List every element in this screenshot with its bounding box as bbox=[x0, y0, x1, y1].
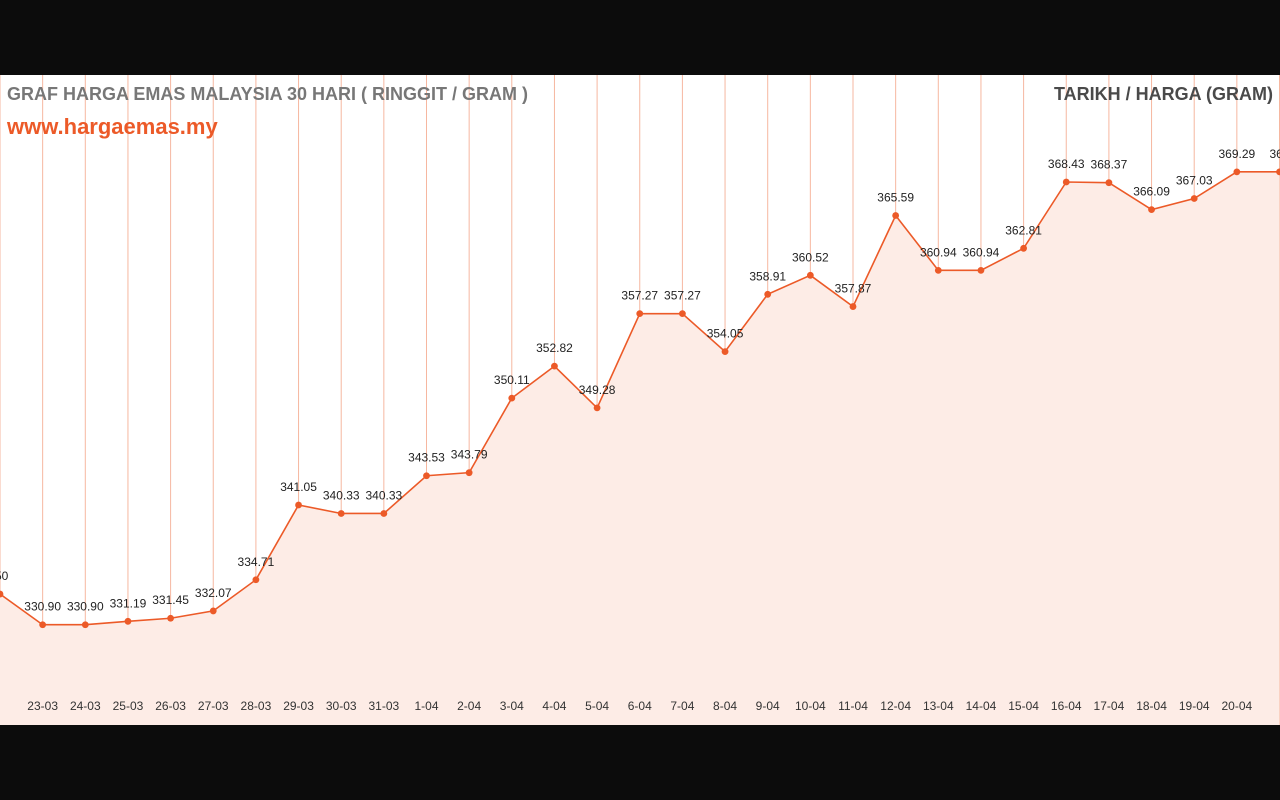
data-point-21-04 bbox=[1276, 168, 1280, 176]
x-tick-label-13-04: 13-04 bbox=[923, 699, 954, 713]
data-label-11-04: 357.87 bbox=[835, 282, 872, 296]
data-label-23-03: 330.90 bbox=[24, 600, 61, 614]
x-tick-label-20-04: 20-04 bbox=[1221, 699, 1252, 713]
data-label-4-04: 352.82 bbox=[536, 341, 573, 355]
data-label-30-03: 340.33 bbox=[323, 488, 360, 502]
x-tick-label-26-03: 26-03 bbox=[155, 699, 186, 713]
data-point-22-03 bbox=[0, 590, 4, 598]
x-tick-label-25-03: 25-03 bbox=[113, 699, 144, 713]
data-label-21-04: 369 bbox=[1269, 147, 1280, 161]
data-label-8-04: 354.05 bbox=[707, 327, 744, 341]
data-label-6-04: 357.27 bbox=[621, 289, 658, 303]
data-point-18-04 bbox=[1148, 206, 1155, 214]
website-link[interactable]: www.hargaemas.my bbox=[7, 114, 218, 139]
x-tick-label-3-04: 3-04 bbox=[500, 699, 524, 713]
x-tick-label-23-03: 23-03 bbox=[27, 699, 58, 713]
chart-legend: TARIKH / HARGA (GRAM) bbox=[1054, 84, 1273, 104]
x-tick-label-17-04: 17-04 bbox=[1094, 699, 1125, 713]
data-label-20-04: 369.29 bbox=[1218, 147, 1255, 161]
x-tick-label-12-04: 12-04 bbox=[880, 699, 911, 713]
data-point-5-04 bbox=[593, 404, 601, 412]
data-point-25-03 bbox=[124, 617, 132, 625]
data-point-6-04 bbox=[636, 310, 644, 318]
data-point-23-03 bbox=[39, 621, 47, 629]
x-tick-label-9-04: 9-04 bbox=[756, 699, 780, 713]
x-tick-label-5-04: 5-04 bbox=[585, 699, 609, 713]
chart-title: GRAF HARGA EMAS MALAYSIA 30 HARI ( RINGG… bbox=[7, 84, 529, 104]
data-point-12-04 bbox=[892, 212, 900, 219]
data-point-24-03 bbox=[81, 621, 89, 629]
x-tick-label-28-03: 28-03 bbox=[241, 699, 272, 713]
data-point-30-03 bbox=[337, 510, 345, 517]
x-tick-label-24-03: 24-03 bbox=[70, 699, 101, 713]
data-point-16-04 bbox=[1062, 178, 1070, 186]
x-tick-label-7-04: 7-04 bbox=[670, 699, 694, 713]
data-label-19-04: 367.03 bbox=[1176, 174, 1213, 188]
data-label-25-03: 331.19 bbox=[110, 596, 147, 610]
x-tick-label-29-03: 29-03 bbox=[283, 699, 314, 713]
data-point-13-04 bbox=[934, 266, 942, 274]
gold-price-chart: .50 330.90 330.90 331.19 331.45 332.07 334.71 3… bbox=[0, 75, 1280, 725]
data-label-9-04: 358.91 bbox=[749, 269, 786, 283]
data-label-15-04: 362.81 bbox=[1005, 223, 1042, 237]
data-point-29-03 bbox=[295, 501, 302, 509]
x-tick-label-2-04: 2-04 bbox=[457, 699, 481, 713]
data-label-17-04: 368.37 bbox=[1091, 158, 1128, 172]
data-label-13-04: 360.94 bbox=[920, 245, 957, 259]
data-label-10-04: 360.52 bbox=[792, 250, 829, 264]
chart-panel: .50 330.90 330.90 331.19 331.45 332.07 334.71 3… bbox=[0, 75, 1280, 725]
data-point-17-04 bbox=[1105, 179, 1113, 187]
data-label-12-04: 365.59 bbox=[877, 190, 914, 204]
data-label-29-03: 341.05 bbox=[280, 480, 317, 494]
data-point-3-04 bbox=[508, 394, 516, 402]
data-label-22-03: .50 bbox=[0, 569, 9, 583]
x-tick-label-27-03: 27-03 bbox=[198, 699, 229, 713]
x-tick-label-19-04: 19-04 bbox=[1179, 699, 1210, 713]
data-point-11-04 bbox=[849, 303, 857, 310]
x-tick-label-18-04: 18-04 bbox=[1136, 699, 1167, 713]
x-tick-label-8-04: 8-04 bbox=[713, 699, 737, 713]
data-point-2-04 bbox=[465, 469, 473, 477]
x-tick-label-10-04: 10-04 bbox=[795, 699, 826, 713]
x-tick-label-14-04: 14-04 bbox=[966, 699, 997, 713]
data-label-1-04: 343.53 bbox=[408, 451, 445, 465]
x-tick-label-6-04: 6-04 bbox=[628, 699, 652, 713]
data-point-1-04 bbox=[423, 472, 430, 480]
x-tick-label-30-03: 30-03 bbox=[326, 699, 357, 713]
data-point-8-04 bbox=[721, 348, 729, 356]
data-label-31-03: 340.33 bbox=[365, 488, 402, 502]
data-label-7-04: 357.27 bbox=[664, 289, 701, 303]
data-label-18-04: 366.09 bbox=[1133, 185, 1170, 199]
data-label-28-03: 334.71 bbox=[238, 555, 275, 569]
x-tick-label-11-04: 11-04 bbox=[838, 699, 868, 713]
data-point-14-04 bbox=[977, 266, 985, 274]
x-tick-label-1-04: 1-04 bbox=[414, 699, 438, 713]
data-label-16-04: 368.43 bbox=[1048, 157, 1085, 171]
data-point-31-03 bbox=[380, 510, 388, 517]
data-label-2-04: 343.79 bbox=[451, 448, 488, 462]
data-point-4-04 bbox=[551, 362, 558, 370]
data-label-26-03: 331.45 bbox=[152, 593, 189, 607]
data-label-14-04: 360.94 bbox=[963, 245, 1000, 259]
data-label-3-04: 350.11 bbox=[494, 373, 530, 387]
data-label-24-03: 330.90 bbox=[67, 600, 104, 614]
data-point-20-04 bbox=[1233, 168, 1241, 176]
x-tick-label-15-04: 15-04 bbox=[1008, 699, 1039, 713]
data-point-15-04 bbox=[1020, 244, 1027, 252]
data-point-19-04 bbox=[1190, 195, 1198, 202]
data-point-9-04 bbox=[764, 290, 772, 298]
price-area-fill bbox=[0, 171, 1280, 725]
data-point-28-03 bbox=[252, 576, 260, 584]
data-point-26-03 bbox=[167, 614, 175, 622]
x-tick-label-16-04: 16-04 bbox=[1051, 699, 1082, 713]
data-point-10-04 bbox=[806, 271, 814, 279]
data-label-27-03: 332.07 bbox=[195, 586, 232, 600]
data-label-5-04: 349.28 bbox=[579, 383, 616, 397]
x-tick-label-31-03: 31-03 bbox=[368, 699, 399, 713]
data-point-7-04 bbox=[679, 310, 686, 318]
x-tick-label-4-04: 4-04 bbox=[542, 699, 566, 713]
data-point-27-03 bbox=[209, 607, 217, 615]
